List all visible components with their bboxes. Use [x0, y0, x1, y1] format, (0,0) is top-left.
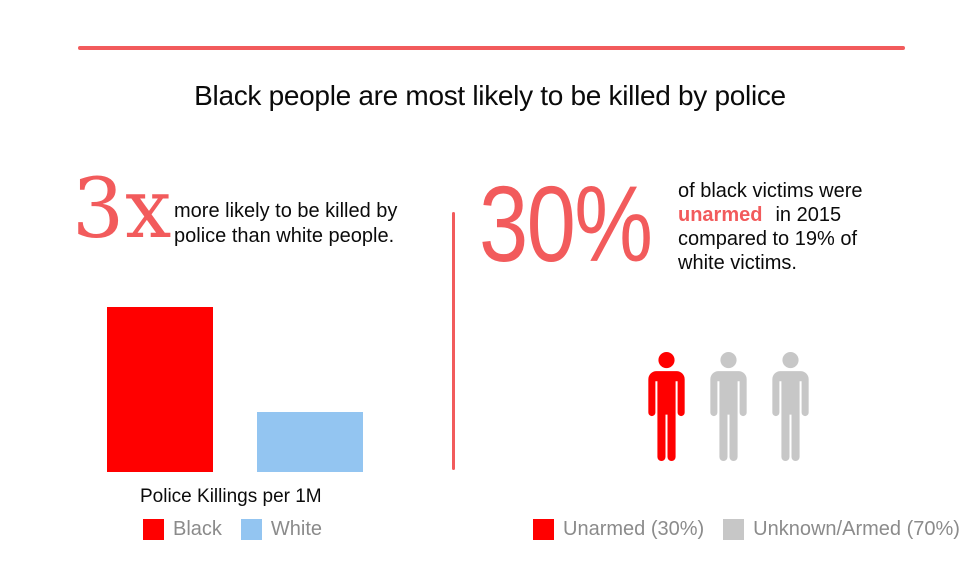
page-title: Black people are most likely to be kille…: [194, 80, 786, 111]
bar-chart: [107, 292, 369, 472]
legend-swatch-white: [240, 519, 262, 540]
top-rule: [78, 46, 905, 50]
pictograph-legend: Unarmed (30%) Unknown/Armed (70%): [533, 518, 979, 541]
unarmed-highlight: unarmed: [678, 204, 763, 226]
person-icon-unarmed: [648, 352, 685, 461]
right-desc-line1: of black victims were: [678, 180, 863, 202]
legend-label-white: White: [270, 518, 323, 540]
bar-white: [257, 412, 363, 472]
person-icon-unknown-armed: [710, 352, 747, 461]
legend-item-unarmed: Unarmed (30%): [533, 518, 704, 541]
pictograph: [646, 352, 811, 461]
right-stat-30pct: 30%: [479, 163, 653, 284]
left-stat-description: more likely to be killed by police than …: [174, 199, 397, 249]
legend-label-unknown-armed: Unknown/Armed (70%): [753, 518, 960, 540]
legend-item-unknown-armed: Unknown/Armed (70%): [723, 518, 960, 541]
left-desc-line2: police than white people.: [174, 225, 395, 247]
bar-chart-legend: Black White: [143, 518, 341, 541]
legend-swatch-black: [143, 519, 164, 540]
legend-label-black: Black: [173, 518, 222, 540]
legend-item-black: Black: [143, 518, 222, 541]
right-desc-line2: unarmed in 2015: [678, 203, 863, 227]
left-stat-3x: 3x: [72, 162, 173, 257]
person-icon-unknown-armed: [772, 352, 809, 461]
legend-item-white: White: [240, 518, 323, 541]
left-desc-line1: more likely to be killed by: [174, 200, 398, 222]
right-desc-line3: compared to 19% of: [678, 228, 857, 250]
right-desc-line2-rest: in 2015: [775, 204, 842, 226]
legend-swatch-unarmed: [533, 519, 554, 540]
section-divider: [452, 212, 455, 470]
right-stat-description: of black victims were unarmed in 2015 com…: [678, 179, 863, 275]
legend-label-unarmed: Unarmed (30%): [563, 518, 705, 540]
right-desc-line4: white victims.: [678, 252, 797, 274]
bar-black: [107, 307, 213, 472]
legend-swatch-unknown-armed: [723, 519, 745, 540]
chart-axis-label: Police Killings per 1M: [140, 486, 322, 507]
